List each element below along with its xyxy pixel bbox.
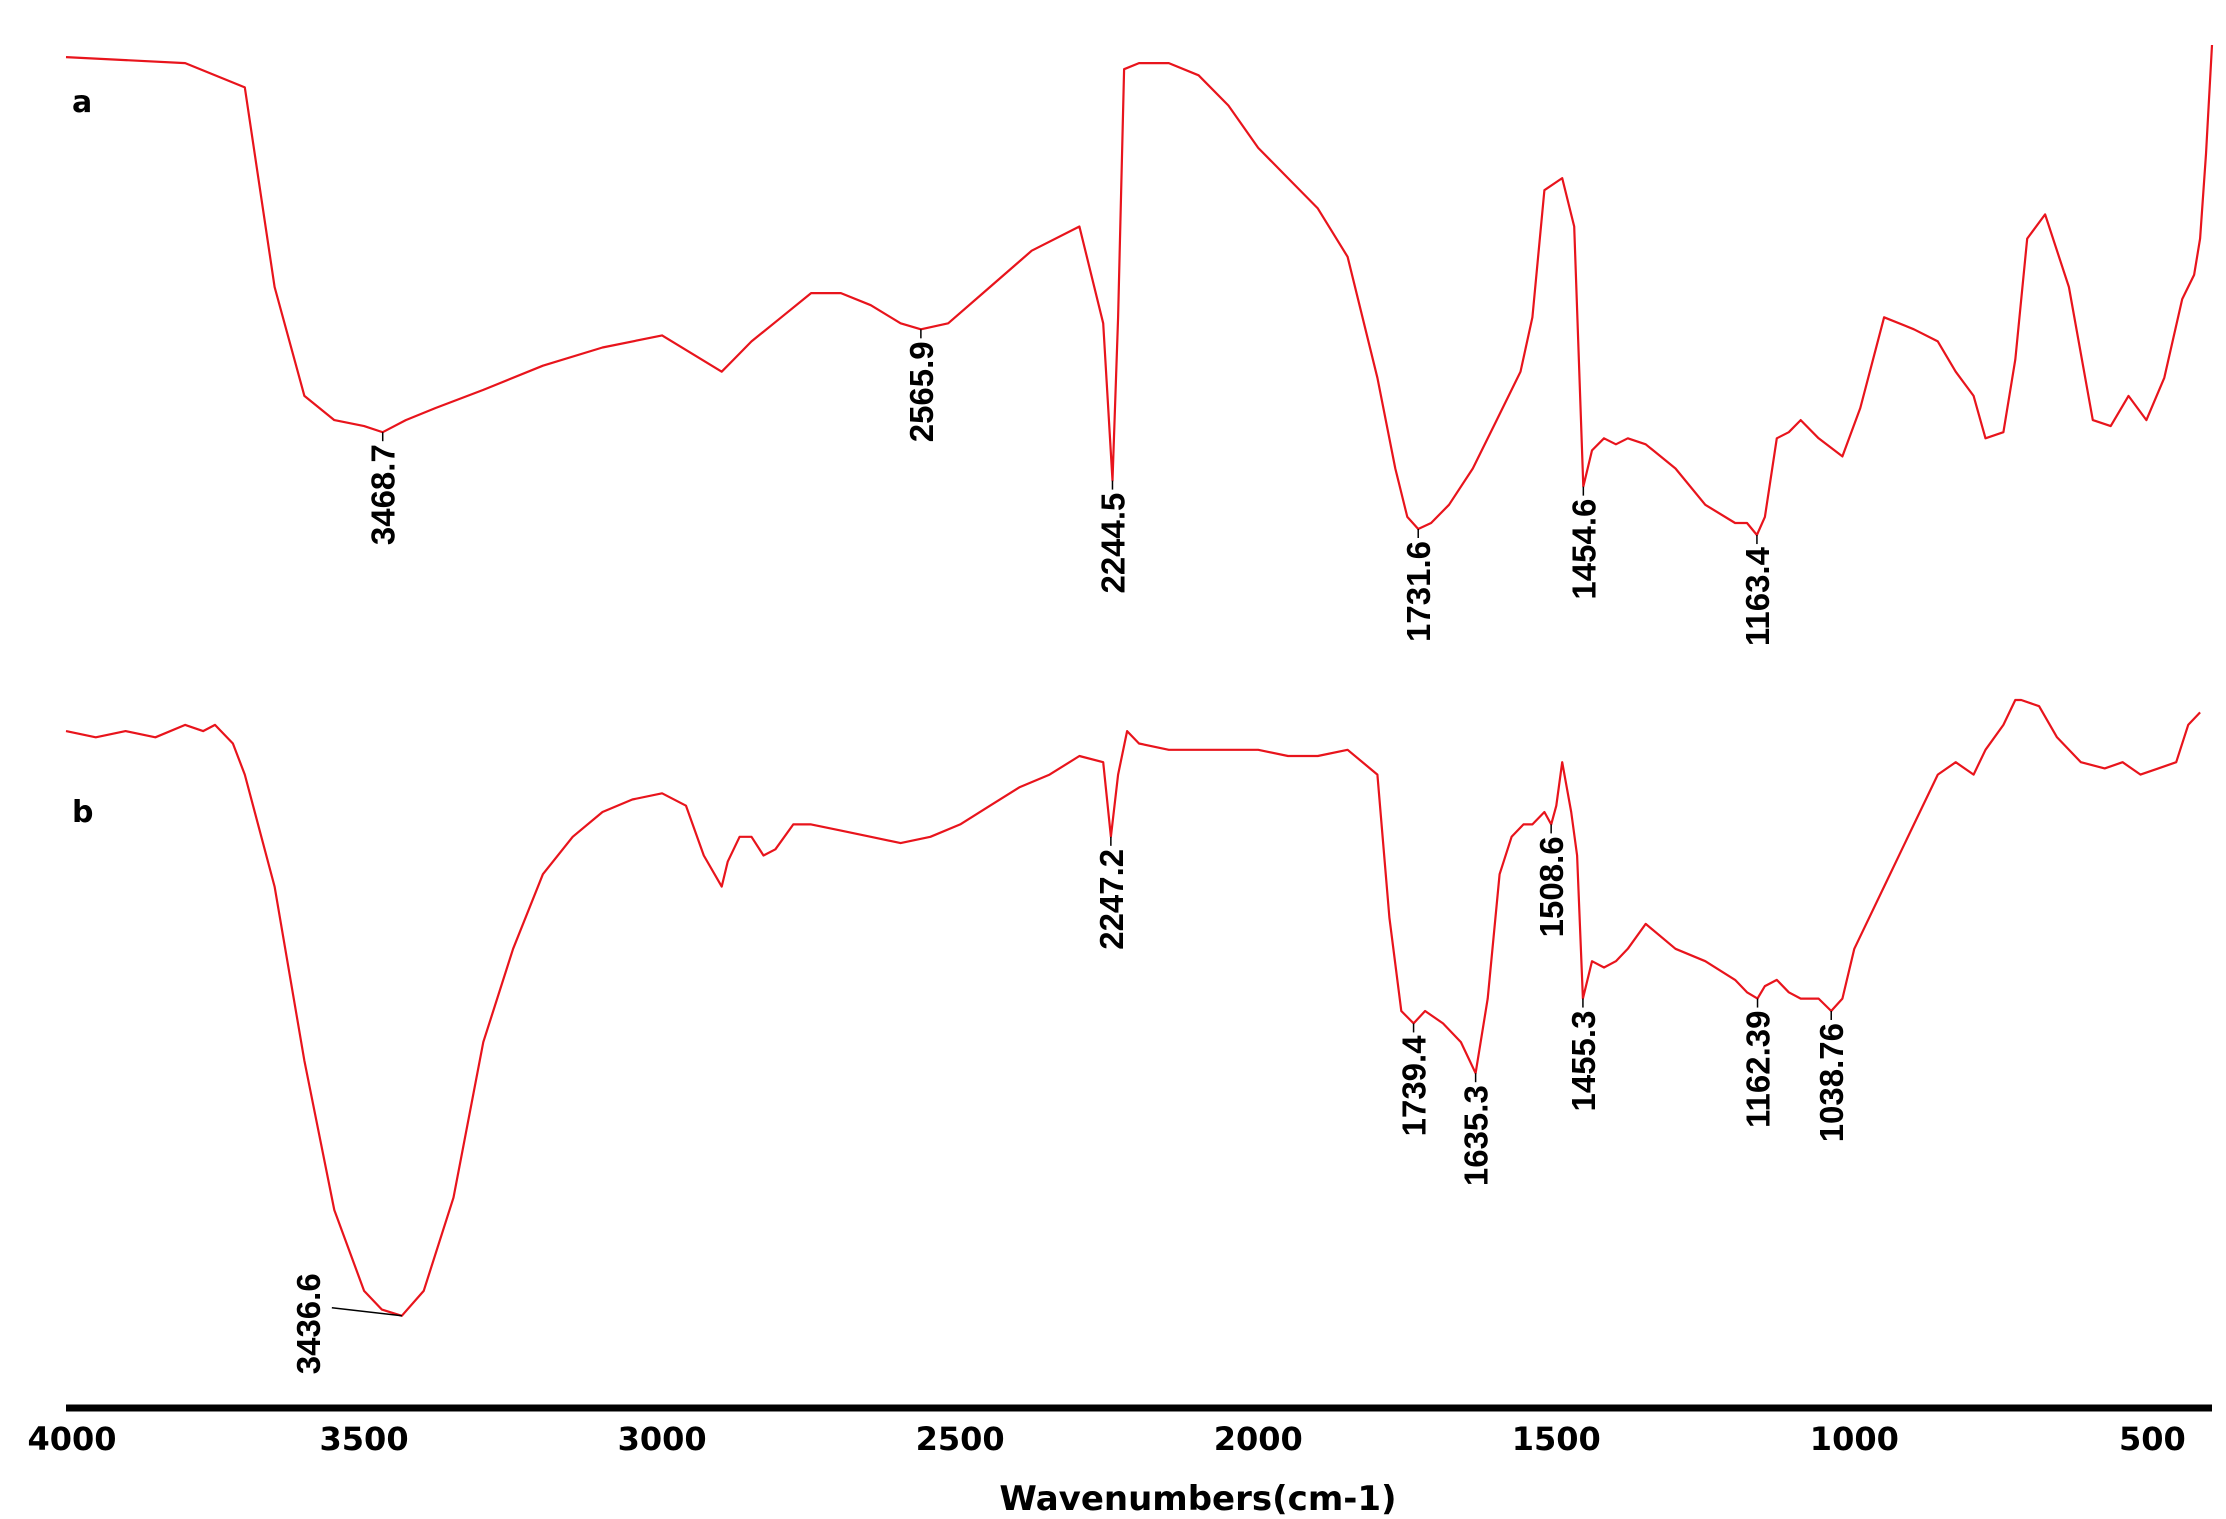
peak-label-1038-76: 1038.76 (1813, 1023, 1850, 1142)
peak-label-2247-2: 2247.2 (1093, 849, 1130, 950)
x-tick-labels: 4000 3500 3000 2500 2000 1500 1000 500 (27, 1420, 2185, 1458)
x-tick-label-1500: 1500 (1512, 1420, 1601, 1458)
x-tick-label-500: 500 (2119, 1420, 2186, 1458)
x-tick-label-4000: 4000 (27, 1420, 116, 1458)
peak-label-1739-4: 1739.4 (1396, 1035, 1433, 1137)
trace-label-a: a (72, 85, 92, 120)
peak-label-3468-7: 3468.7 (365, 444, 402, 545)
x-tick-label-3500: 3500 (320, 1420, 409, 1458)
peak-label-1162-39: 1162.39 (1740, 1011, 1777, 1128)
x-tick-label-3000: 3000 (618, 1420, 707, 1458)
spectrum-line-b (65, 698, 2201, 1317)
peak-label-1454-6: 1454.6 (1565, 499, 1602, 600)
peak-label-1731-6: 1731.6 (1400, 541, 1437, 642)
x-tick-label-2000: 2000 (1214, 1420, 1303, 1458)
peak-label-1455-3: 1455.3 (1565, 1011, 1602, 1112)
peak-label-1635-3: 1635.3 (1458, 1085, 1495, 1186)
spectrum-line-a (65, 44, 2214, 537)
peak-label-2565-9: 2565.9 (903, 341, 940, 442)
peak-label-1163-4: 1163.4 (1739, 546, 1776, 646)
peak-label-1508-6: 1508.6 (1533, 836, 1570, 937)
x-tick-label-2500: 2500 (916, 1420, 1005, 1458)
peak-label-layer: 3468.7 2565.9 2244.5 1731.6 1454.6 1163.4 3436… (290, 329, 1850, 1374)
trace-label-b: b (72, 795, 93, 830)
x-tick-label-1000: 1000 (1810, 1420, 1899, 1458)
series-layer: ab (65, 44, 2214, 1317)
peak-leader-line (331, 1307, 402, 1317)
peak-label-2244-5: 2244.5 (1094, 493, 1131, 594)
peak-label-3436-6: 3436.6 (290, 1273, 327, 1374)
x-axis-title: Wavenumbers(cm-1) (999, 1479, 1396, 1519)
